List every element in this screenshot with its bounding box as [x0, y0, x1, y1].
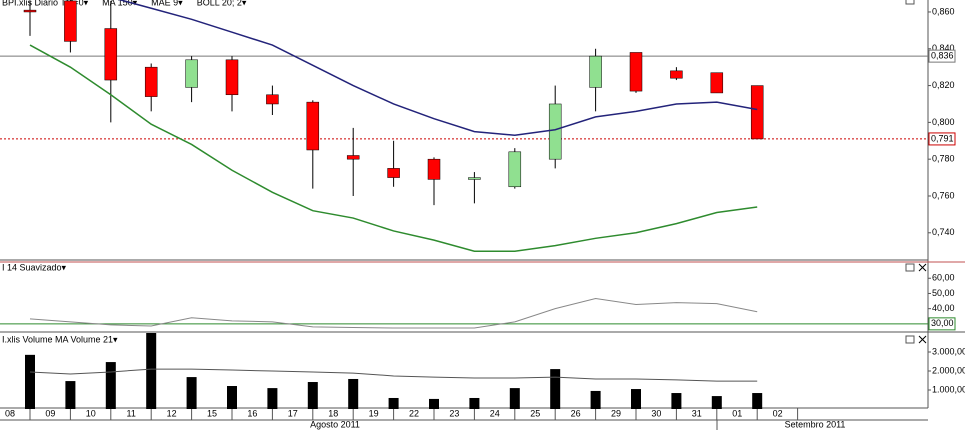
- x-tick-label: 11: [127, 408, 136, 418]
- x-tick-label: 29: [611, 408, 621, 418]
- y-tick-label: 3.000,00: [932, 346, 965, 356]
- x-tick-label: 12: [167, 408, 177, 418]
- legend-entry: MA 150▾: [102, 0, 138, 7]
- volume-bar: [550, 369, 561, 409]
- candle-body: [750, 85, 764, 140]
- volume-bar: [146, 333, 157, 409]
- volume-bar: [631, 389, 641, 409]
- volume-bar: [186, 377, 197, 409]
- candle-body: [225, 59, 239, 96]
- reference-label-box: [928, 317, 956, 331]
- candle-body: [306, 101, 320, 151]
- indicator-line: [118, 0, 758, 137]
- volume-bar: [65, 381, 76, 409]
- close-button[interactable]: [918, 263, 927, 344]
- indicator-line: [29, 44, 758, 252]
- candle-body: [629, 52, 643, 92]
- y-tick-label: 2.000,00: [932, 365, 965, 375]
- month-label: Agosto 2011: [310, 419, 360, 429]
- x-tick-label: 15: [207, 408, 217, 418]
- volume-bar: [267, 388, 278, 409]
- volume-bar: [388, 397, 399, 409]
- legend-entry: BOLL 20; 2▾: [197, 0, 247, 7]
- y-tick-label: 0,740: [932, 227, 955, 237]
- x-tick-label: 02: [773, 408, 783, 418]
- reference-label: 30,00: [931, 318, 954, 328]
- reference-label: 0,791: [931, 133, 954, 143]
- indicator-line: [29, 368, 758, 382]
- x-tick-label: 16: [247, 408, 257, 418]
- x-tick-label: 23: [449, 408, 459, 418]
- reference-label-box: [928, 132, 956, 146]
- panel-title: I 14 Suavizado▾: [2, 262, 67, 272]
- window-button[interactable]: [905, 263, 915, 272]
- x-tick-label: 18: [328, 408, 338, 418]
- volume-bar: [348, 378, 359, 409]
- volume-bar: [469, 397, 480, 409]
- candle-body: [266, 94, 279, 105]
- candle-body: [508, 151, 522, 188]
- window-button[interactable]: [905, 335, 915, 344]
- volume-bar: [711, 396, 722, 409]
- y-tick-label: 0,800: [932, 117, 955, 127]
- y-tick-label: 60,00: [932, 273, 955, 283]
- candle-body: [468, 177, 481, 180]
- volume-bar: [590, 390, 601, 409]
- x-tick-label: 10: [86, 408, 96, 418]
- volume-bar: [105, 362, 116, 409]
- indicator-line: [29, 297, 758, 329]
- x-tick-label: 26: [571, 408, 581, 418]
- y-tick-label: 0,860: [932, 6, 955, 16]
- x-tick-label: 01: [732, 408, 742, 418]
- volume-bar: [25, 354, 35, 409]
- volume-bar: [671, 393, 682, 409]
- candle-body: [144, 66, 158, 97]
- volume-bar: [752, 393, 763, 409]
- candle-body: [548, 103, 562, 160]
- x-tick-label: 30: [651, 408, 661, 418]
- y-tick-label: 1.000,00: [932, 384, 965, 394]
- legend-entry: BPI.xlis Diario TM=0▾: [2, 0, 89, 7]
- volume-bar: [429, 398, 439, 409]
- candle-body: [346, 155, 360, 160]
- x-tick-label: 31: [692, 408, 702, 418]
- x-tick-label: 24: [490, 408, 500, 418]
- volume-bar: [227, 386, 237, 409]
- x-tick-label: 17: [288, 408, 298, 418]
- y-tick-label: 0,840: [932, 43, 955, 53]
- x-tick-label: 22: [409, 408, 419, 418]
- candle-body: [23, 9, 37, 13]
- volume-bar: [509, 388, 520, 409]
- candle-body: [589, 55, 602, 88]
- x-tick-label: 09: [45, 408, 55, 418]
- candle-body: [710, 72, 724, 94]
- month-label: Setembro 2011: [785, 419, 846, 429]
- volume-bar: [307, 382, 318, 409]
- candle-body: [427, 158, 441, 180]
- y-tick-label: 0,820: [932, 80, 955, 90]
- reference-label-box: [928, 49, 956, 63]
- x-tick-label: 08: [5, 408, 15, 418]
- candle-body: [64, 0, 77, 42]
- candle-body: [670, 70, 683, 79]
- y-tick-label: 40,00: [932, 303, 955, 313]
- y-tick-label: 50,00: [932, 288, 955, 298]
- window-button[interactable]: [905, 0, 915, 5]
- legend-entry: MAE 9▾: [151, 0, 183, 7]
- reference-label: 0,836: [931, 51, 954, 61]
- panel-title: I.xlis Volume MA Volume 21▾: [2, 334, 118, 344]
- candle-body: [185, 59, 198, 88]
- x-tick-label: 25: [530, 408, 540, 418]
- candle-body: [387, 168, 400, 178]
- candle-body: [104, 28, 118, 81]
- y-tick-label: 0,780: [932, 154, 955, 164]
- x-tick-label: 19: [369, 408, 379, 418]
- y-tick-label: 0,760: [932, 190, 955, 200]
